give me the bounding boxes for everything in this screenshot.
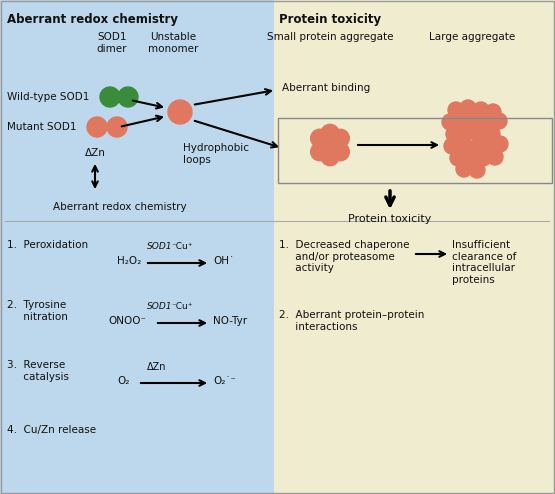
Circle shape <box>462 151 478 167</box>
Circle shape <box>480 115 496 131</box>
Circle shape <box>87 117 107 137</box>
Circle shape <box>467 114 483 130</box>
Text: H₂O₂: H₂O₂ <box>117 256 142 266</box>
Text: NO-Tyr: NO-Tyr <box>213 316 247 326</box>
Circle shape <box>444 138 460 154</box>
Circle shape <box>168 100 192 124</box>
Circle shape <box>100 87 120 107</box>
Text: O₂˙⁻: O₂˙⁻ <box>213 376 236 386</box>
Circle shape <box>456 161 472 177</box>
Text: SOD1
dimer: SOD1 dimer <box>97 32 127 54</box>
Circle shape <box>471 126 487 142</box>
Circle shape <box>316 139 334 157</box>
Text: 2.  Aberrant protein–protein
     interactions: 2. Aberrant protein–protein interactions <box>279 310 425 331</box>
Text: Protein toxicity: Protein toxicity <box>279 13 381 26</box>
Circle shape <box>446 126 462 142</box>
Text: 1.  Peroxidation: 1. Peroxidation <box>7 240 88 250</box>
Circle shape <box>448 102 464 118</box>
Text: Large aggregate: Large aggregate <box>429 32 515 42</box>
Text: ⁻Cu⁺: ⁻Cu⁺ <box>171 242 193 251</box>
Text: Mutant SOD1: Mutant SOD1 <box>7 122 77 132</box>
Text: Aberrant redox chemistry: Aberrant redox chemistry <box>7 13 178 26</box>
Text: OH˙: OH˙ <box>213 256 234 266</box>
Text: Insufficient
clearance of
intracellular
proteins: Insufficient clearance of intracellular … <box>452 240 516 285</box>
Bar <box>278 118 552 183</box>
Circle shape <box>475 150 491 166</box>
Text: 4.  Cu/Zn release: 4. Cu/Zn release <box>7 425 96 435</box>
Circle shape <box>450 150 466 166</box>
Circle shape <box>331 129 349 147</box>
Circle shape <box>460 100 476 116</box>
Circle shape <box>326 139 345 157</box>
Text: ΔZn: ΔZn <box>84 148 105 158</box>
Circle shape <box>321 136 339 154</box>
Circle shape <box>331 143 349 161</box>
Bar <box>274 0 555 494</box>
Circle shape <box>469 162 485 178</box>
Text: Aberrant binding: Aberrant binding <box>282 83 370 93</box>
Circle shape <box>487 149 503 165</box>
Text: 1.  Decreased chaperone
     and/or proteasome
     activity: 1. Decreased chaperone and/or proteasome… <box>279 240 410 273</box>
Circle shape <box>491 113 507 129</box>
Text: ONOO⁻: ONOO⁻ <box>108 316 146 326</box>
Circle shape <box>311 143 329 161</box>
Text: Wild-type SOD1: Wild-type SOD1 <box>7 92 89 102</box>
Circle shape <box>485 104 501 120</box>
Circle shape <box>321 148 339 165</box>
Text: Aberrant redox chemistry: Aberrant redox chemistry <box>53 202 187 212</box>
Circle shape <box>482 138 498 154</box>
Text: 2.  Tyrosine
     nitration: 2. Tyrosine nitration <box>7 300 68 322</box>
Circle shape <box>107 117 127 137</box>
Text: 3.  Reverse
     catalysis: 3. Reverse catalysis <box>7 360 69 381</box>
Circle shape <box>456 138 472 154</box>
Text: Hydrophobic
loops: Hydrophobic loops <box>183 143 249 165</box>
Circle shape <box>321 124 339 142</box>
Circle shape <box>454 113 470 129</box>
Circle shape <box>473 102 489 118</box>
Text: Protein toxicity: Protein toxicity <box>349 214 432 224</box>
Text: ΔZn: ΔZn <box>147 362 166 372</box>
Text: ⁻Cu⁺: ⁻Cu⁺ <box>171 302 193 311</box>
Circle shape <box>469 139 485 155</box>
Circle shape <box>492 136 508 152</box>
Circle shape <box>311 129 329 147</box>
Text: O₂: O₂ <box>117 376 129 386</box>
Circle shape <box>442 114 458 130</box>
Circle shape <box>118 87 138 107</box>
Text: Unstable
monomer: Unstable monomer <box>148 32 198 54</box>
Bar <box>0 0 274 494</box>
Text: Small protein aggregate: Small protein aggregate <box>267 32 393 42</box>
Text: SOD1: SOD1 <box>147 242 173 251</box>
Circle shape <box>458 125 474 141</box>
Circle shape <box>484 126 500 142</box>
Text: SOD1: SOD1 <box>147 302 173 311</box>
